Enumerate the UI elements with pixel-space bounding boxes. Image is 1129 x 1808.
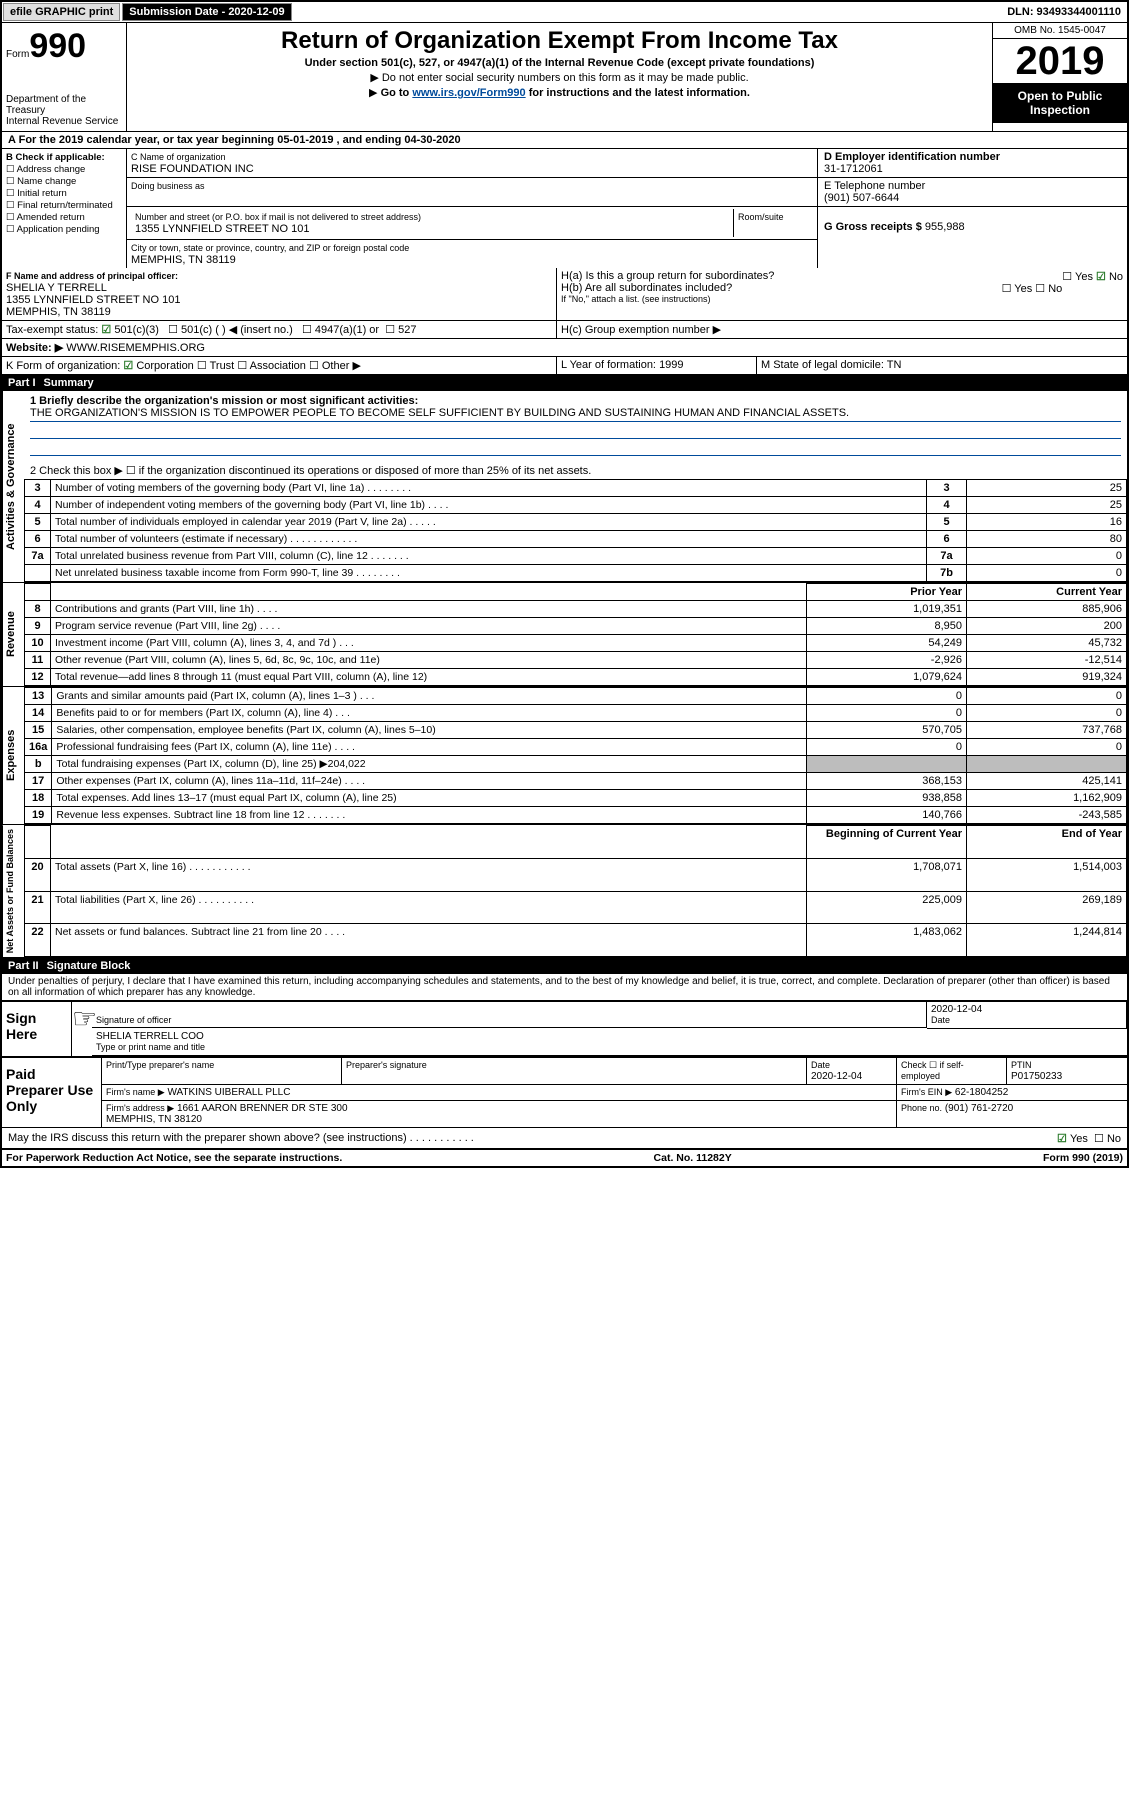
firm-phone: (901) 761-2720 xyxy=(945,1103,1013,1114)
irs-discuss-question: May the IRS discuss this return with the… xyxy=(2,1128,1127,1150)
col-b-checkboxes: B Check if applicable: Address change Na… xyxy=(2,149,127,268)
side-expenses: Expenses xyxy=(2,687,24,824)
chk-name-change[interactable]: Name change xyxy=(6,176,122,187)
side-activities-governance: Activities & Governance xyxy=(2,391,24,582)
sign-here-label: Sign Here xyxy=(2,1002,72,1056)
officer-name-title: SHELIA TERRELL COO xyxy=(96,1031,204,1042)
grid-revenue: Prior YearCurrent Year8Contributions and… xyxy=(24,583,1127,686)
chk-app-pending[interactable]: Application pending xyxy=(6,224,122,235)
paid-preparer-label: Paid Preparer Use Only xyxy=(2,1058,102,1127)
subtitle-1: Under section 501(c), 527, or 4947(a)(1)… xyxy=(135,57,984,69)
officer-name: SHELIA Y TERRELL xyxy=(6,282,107,294)
chk-527[interactable]: 527 xyxy=(385,324,416,336)
form-header: Form990 Department of the Treasury Inter… xyxy=(2,23,1127,132)
row-f-h: F Name and address of principal officer:… xyxy=(2,268,1127,321)
ptin: P01750233 xyxy=(1011,1071,1062,1082)
line-a-taxyear: A For the 2019 calendar year, or tax yea… xyxy=(2,132,1127,149)
org-name: RISE FOUNDATION INC xyxy=(131,163,254,175)
part-i-bar: Part ISummary xyxy=(2,375,1127,391)
mission-text: THE ORGANIZATION'S MISSION IS TO EMPOWER… xyxy=(30,407,849,419)
chk-other[interactable]: Other ▶ xyxy=(309,360,361,372)
chk-final-return[interactable]: Final return/terminated xyxy=(6,200,122,211)
efile-print-button[interactable]: efile GRAPHIC print xyxy=(3,3,120,21)
chk-amended[interactable]: Amended return xyxy=(6,212,122,223)
ha-no[interactable]: No xyxy=(1096,271,1123,283)
subtitle-3: Go to www.irs.gov/Form990 for instructio… xyxy=(135,86,984,99)
chk-assoc[interactable]: Association xyxy=(237,360,306,372)
chk-trust[interactable]: Trust xyxy=(197,360,234,372)
hb-no[interactable]: No xyxy=(1035,283,1062,295)
firm-ein: 62-1804252 xyxy=(955,1087,1008,1098)
hc-group-exemption: H(c) Group exemption number ▶ xyxy=(557,321,1127,338)
org-city: MEMPHIS, TN 38119 xyxy=(131,254,236,266)
line-2-checkbox[interactable]: 2 Check this box ▶ ☐ if the organization… xyxy=(24,462,1127,479)
grid-expenses: 13Grants and similar amounts paid (Part … xyxy=(24,687,1127,824)
ha-yes[interactable]: Yes xyxy=(1062,271,1093,283)
form990-link[interactable]: www.irs.gov/Form990 xyxy=(412,87,525,99)
chk-501c[interactable]: 501(c) ( ) ◀ (insert no.) xyxy=(168,324,293,336)
side-net-assets: Net Assets or Fund Balances xyxy=(2,825,24,957)
chk-address-change[interactable]: Address change xyxy=(6,164,122,175)
website: WWW.RISEMEMPHIS.ORG xyxy=(66,342,205,354)
form-990-page: efile GRAPHIC print Submission Date - 20… xyxy=(0,0,1129,1168)
top-toolbar: efile GRAPHIC print Submission Date - 20… xyxy=(2,2,1127,23)
tax-year: 2019 xyxy=(993,39,1127,83)
year-formation: 1999 xyxy=(659,359,683,371)
chk-initial-return[interactable]: Initial return xyxy=(6,188,122,199)
firm-name: WATKINS UIBERALL PLLC xyxy=(167,1087,290,1098)
grid-net-assets: Beginning of Current YearEnd of Year20To… xyxy=(24,825,1127,957)
omb-number: OMB No. 1545-0047 xyxy=(993,23,1127,39)
org-street: 1355 LYNNFIELD STREET NO 101 xyxy=(135,223,309,235)
chk-corp[interactable]: Corporation xyxy=(123,360,193,372)
state-domicile: TN xyxy=(887,359,902,371)
page-footer: For Paperwork Reduction Act Notice, see … xyxy=(2,1150,1127,1166)
form-number: Form990 xyxy=(6,27,122,66)
irs-dept: Department of the Treasury Internal Reve… xyxy=(6,94,122,127)
chk-501c3[interactable]: 501(c)(3) xyxy=(101,324,159,336)
officer-signature-line[interactable]: Signature of officer xyxy=(92,1002,927,1028)
section-b-through-g: B Check if applicable: Address change Na… xyxy=(2,149,1127,268)
form-title: Return of Organization Exempt From Incom… xyxy=(135,27,984,55)
grid-activities: 3Number of voting members of the governi… xyxy=(24,479,1127,582)
dln-label: DLN: 93493344001110 xyxy=(1001,6,1127,18)
chk-4947[interactable]: 4947(a)(1) or xyxy=(302,324,379,336)
ein: 31-1712061 xyxy=(824,163,883,175)
perjury-declaration: Under penalties of perjury, I declare th… xyxy=(2,974,1127,1000)
hb-yes[interactable]: Yes xyxy=(1002,283,1033,295)
submission-date-badge: Submission Date - 2020-12-09 xyxy=(122,3,291,21)
part-ii-bar: Part IISignature Block xyxy=(2,958,1127,974)
side-revenue: Revenue xyxy=(2,583,24,686)
discuss-yes[interactable]: Yes xyxy=(1057,1133,1088,1145)
telephone: (901) 507-6644 xyxy=(824,192,899,204)
discuss-no[interactable]: No xyxy=(1094,1133,1121,1145)
gross-receipts: 955,988 xyxy=(925,221,965,233)
subtitle-2: Do not enter social security numbers on … xyxy=(135,71,984,84)
open-public-badge: Open to Public Inspection xyxy=(993,83,1127,123)
